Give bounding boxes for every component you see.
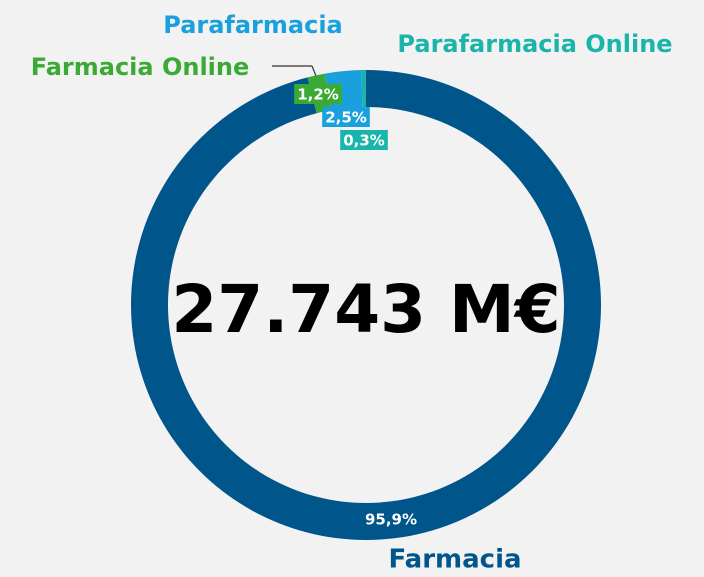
leader-line <box>311 65 317 77</box>
center-label: 27.743 M€ <box>171 271 560 348</box>
value-label: 95,9% <box>365 511 417 529</box>
value-label: 0,3% <box>343 132 385 150</box>
value-label-box <box>322 107 370 127</box>
category-label: Farmacia Online <box>31 53 250 81</box>
donut-segment <box>361 70 366 108</box>
category-label: Parafarmacia Online <box>397 30 672 58</box>
value-label-box <box>340 130 388 150</box>
value-label: 1,2% <box>297 86 339 104</box>
value-label-box <box>294 84 342 104</box>
category-label: Parafarmacia <box>163 11 343 39</box>
value-label: 2,5% <box>325 109 367 127</box>
category-label: Farmacia <box>388 545 521 575</box>
